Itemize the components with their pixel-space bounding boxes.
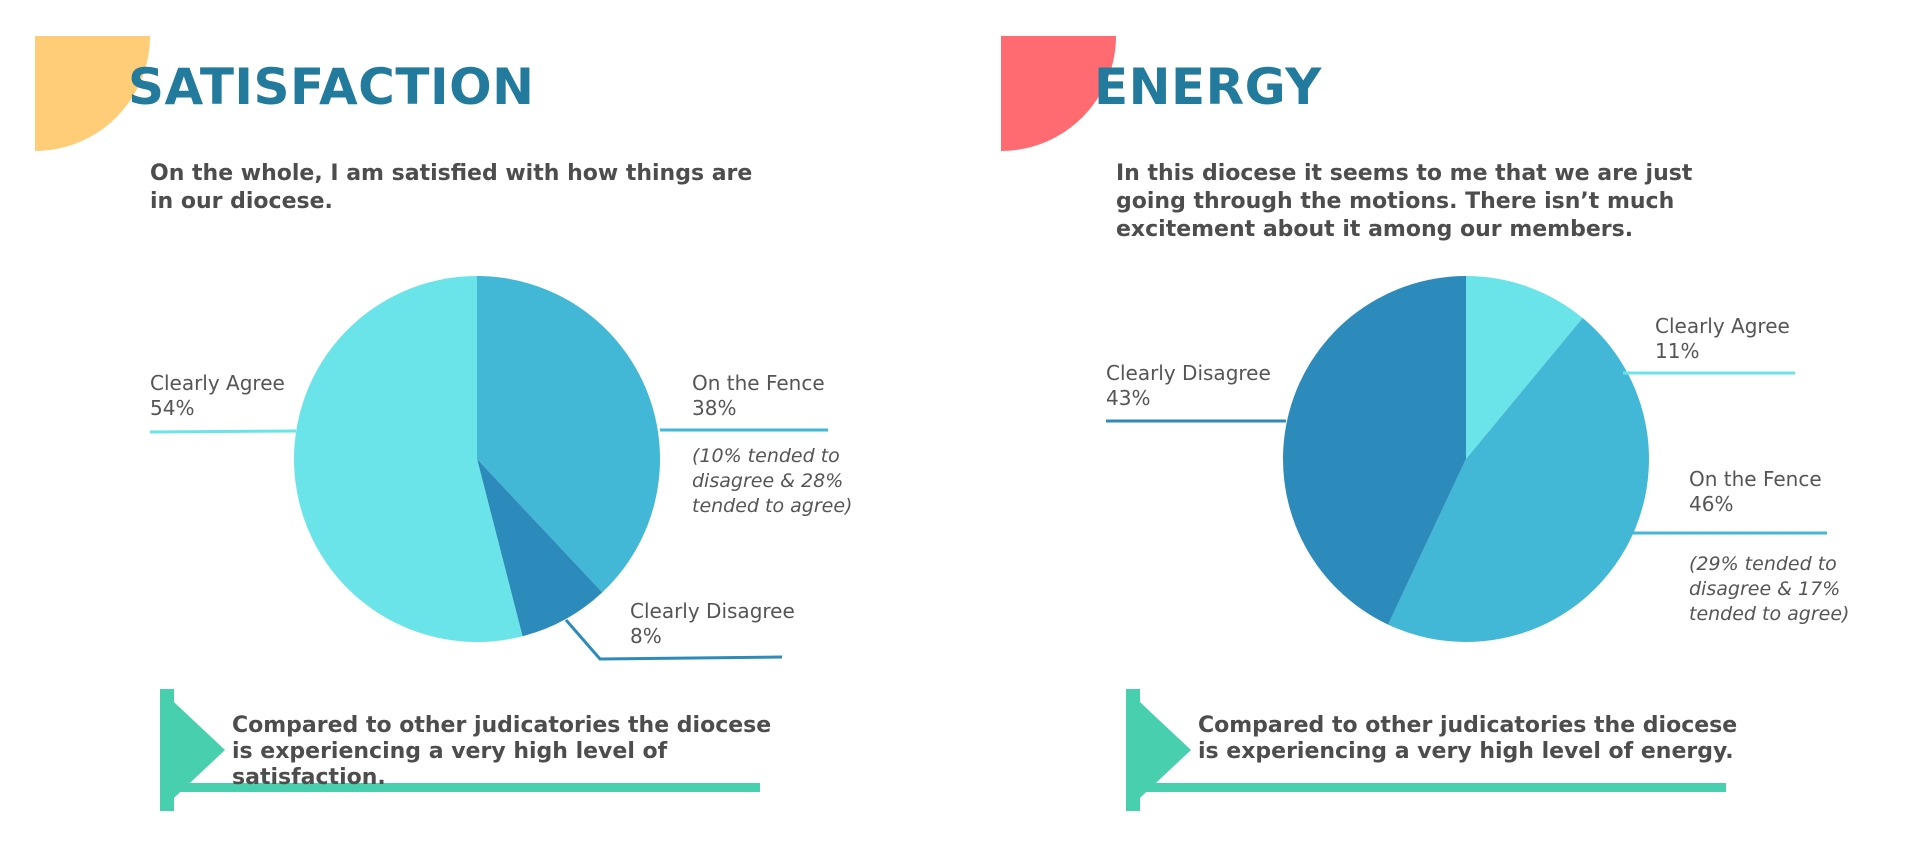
slice-note-on-the-fence: (10% tended to disagree & 28% tended to ag… (692, 445, 852, 517)
callout-text: Compared to other judicatories the dioce… (232, 713, 772, 790)
slice-value-on-the-fence: 38% (692, 396, 736, 420)
survey-question: In this diocese it seems to me that we a… (1116, 161, 1693, 242)
slice-value-clearly-agree: 54% (150, 396, 194, 420)
pie-slice-clearly-disagree (477, 459, 603, 637)
leader-line-clearly-disagree (564, 619, 783, 661)
pie-slice-clearly-agree (293, 276, 523, 642)
slice-label-clearly-agree: Clearly Agree (150, 371, 285, 395)
slice-label-clearly-disagree: Clearly Disagree (630, 599, 795, 623)
panel-title: SATISFACTION (128, 58, 535, 116)
slice-note-on-the-fence: (29% tended to disagree & 17% tended to ag… (1689, 553, 1849, 625)
slice-value-clearly-disagree: 43% (1106, 386, 1150, 410)
pie-slice-clearly-disagree (1283, 276, 1466, 625)
callout-arrow-icon (160, 689, 225, 811)
callout-arrow-icon (1126, 689, 1191, 811)
pie-slice-clearly-agree (1466, 276, 1583, 459)
comparison-callout: Compared to other judicatories the dioce… (160, 689, 771, 811)
slice-label-on-the-fence: On the Fence (692, 371, 825, 395)
callout-bar-horizontal (160, 783, 760, 792)
survey-question: On the whole, I am satisfied with how th… (150, 161, 753, 214)
pie-slice-on-the-fence (477, 276, 660, 593)
leader-line-clearly-agree (149, 429, 297, 434)
pie-slice-on-the-fence (1388, 318, 1649, 642)
callout-bar-horizontal (1126, 783, 1726, 792)
callout-text: Compared to other judicatories the dioce… (1198, 713, 1738, 764)
slice-label-on-the-fence: On the Fence (1689, 467, 1822, 491)
energy-panel: ENERGY In this diocese it seems to me th… (966, 0, 1920, 853)
slice-label-clearly-agree: Clearly Agree (1655, 314, 1790, 338)
slice-value-clearly-agree: 11% (1655, 339, 1699, 363)
comparison-callout: Compared to other judicatories the dioce… (1126, 689, 1737, 811)
slice-value-on-the-fence: 46% (1689, 492, 1733, 516)
slice-value-clearly-disagree: 8% (630, 624, 662, 648)
panel-title: ENERGY (1094, 58, 1322, 116)
slice-label-clearly-disagree: Clearly Disagree (1106, 361, 1271, 385)
satisfaction-panel: SATISFACTION On the whole, I am satisfie… (35, 36, 852, 811)
